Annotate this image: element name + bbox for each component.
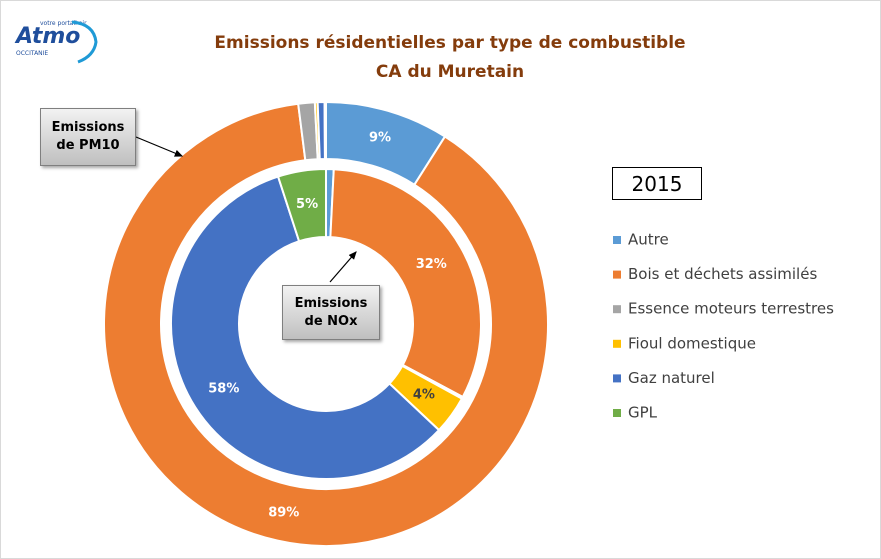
callout-arrow xyxy=(135,136,184,157)
ring-callout: Emissions de PM10 xyxy=(40,108,136,166)
legend-label: Essence moteurs terrestres xyxy=(628,300,834,318)
data-label: 5% xyxy=(296,197,318,212)
legend-label: Autre xyxy=(628,231,669,249)
legend-swatch xyxy=(613,339,621,348)
logo-region: OCCITANIE xyxy=(16,50,49,57)
annotation: 2015 xyxy=(612,167,702,200)
legend-swatch xyxy=(613,409,621,417)
slice xyxy=(329,168,482,399)
logo: Atmo xyxy=(16,24,81,49)
data-label: 58% xyxy=(208,381,239,396)
data-label: 4% xyxy=(413,388,435,403)
legend-swatch xyxy=(613,236,621,244)
legend-label: Bois et déchets assimilés xyxy=(628,265,817,283)
legend-swatch xyxy=(613,374,621,383)
ring-callout: Emissions de NOx xyxy=(282,285,380,340)
slice xyxy=(170,175,441,480)
legend-label: GPL xyxy=(628,404,658,422)
legend-swatch xyxy=(613,305,621,314)
legend-label: Gaz naturel xyxy=(628,369,715,387)
logo-tagline: votre portail air xyxy=(40,20,87,27)
legend-swatch xyxy=(613,270,621,279)
legend-label: Fioul domestique xyxy=(628,334,756,352)
slice xyxy=(103,102,550,547)
slice xyxy=(323,100,327,161)
slice xyxy=(276,167,327,243)
logo-arc xyxy=(71,20,98,64)
callout-arrow xyxy=(329,251,357,283)
data-label: 9% xyxy=(369,131,391,146)
data-label: 32% xyxy=(416,257,447,272)
chart-title: Emissions résidentielles par type de com… xyxy=(214,33,685,53)
data-label: 89% xyxy=(268,505,299,520)
chart-subtitle: CA du Muretain xyxy=(376,62,524,82)
